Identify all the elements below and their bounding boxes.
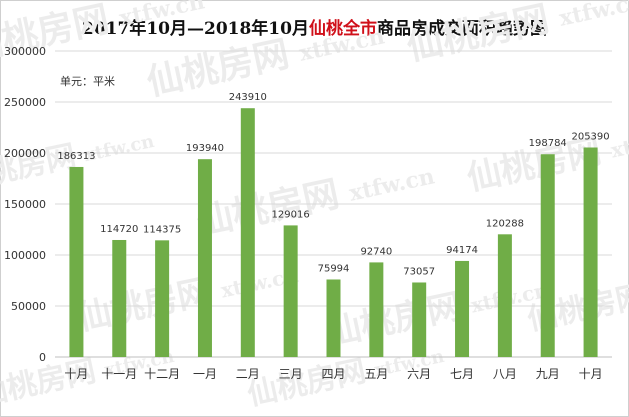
watermark-brand: 仙桃房网 [403, 0, 553, 69]
x-axis: 十月 十一月 十二月 一月 二月 三月 四月 五月 六月 七月 八月 九月 十月 [64, 367, 602, 381]
bar [540, 154, 555, 357]
bar [283, 225, 298, 357]
bar [369, 262, 384, 357]
x-tick-label: 九月 [536, 367, 560, 381]
y-axis: 0 50000 100000 150000 200000 250000 300000 [4, 45, 46, 364]
watermark-brand: 仙桃房网 [0, 354, 99, 413]
watermark-brand: 仙桃房网 [324, 286, 465, 353]
x-tick-label: 十月 [64, 367, 88, 381]
data-label: 129016 [272, 209, 310, 220]
watermark-domain: xtfw.cn [347, 163, 437, 206]
watermark-brand: 仙桃房网 [143, 33, 293, 104]
bar [583, 147, 598, 357]
title-suffix: 商品房成交面积趋势图 [376, 19, 547, 39]
data-label: 94174 [446, 245, 478, 256]
x-tick-label: 三月 [279, 367, 303, 381]
data-label: 193940 [186, 143, 224, 154]
x-tick-label: 十一月 [101, 367, 137, 381]
bars [69, 108, 598, 358]
bar [197, 159, 212, 357]
data-label: 73057 [403, 266, 435, 277]
y-tick-label: 200000 [4, 147, 46, 160]
x-tick-label: 七月 [450, 367, 474, 381]
data-label: 198784 [529, 138, 567, 149]
y-tick-label: 150000 [4, 198, 46, 211]
x-tick-label: 四月 [321, 367, 345, 381]
bar [155, 240, 170, 357]
data-label: 114375 [143, 224, 181, 235]
data-label: 92740 [360, 246, 392, 257]
x-tick-label: 八月 [493, 367, 517, 381]
y-tick-label: 100000 [4, 249, 46, 262]
y-tick-label: 250000 [4, 96, 46, 109]
bar [497, 234, 512, 357]
bar [326, 279, 341, 357]
bar [69, 166, 84, 357]
unit-label: 单元：平米 [60, 75, 115, 88]
y-tick-label: 0 [39, 351, 46, 364]
data-label: 75994 [318, 263, 350, 274]
title-prefix: 2017年10月—2018年10月 [82, 19, 309, 39]
x-tick-label: 五月 [364, 367, 388, 381]
bar [240, 108, 255, 358]
x-tick-label: 一月 [193, 367, 217, 381]
data-label: 205390 [571, 132, 609, 143]
bar [455, 260, 470, 357]
watermark-domain: xtfw.cn [117, 0, 207, 32]
x-tick-label: 十月 [579, 367, 603, 381]
watermark-brand: 仙桃房网 [193, 173, 343, 244]
watermark-domain: xtfw.cn [297, 23, 387, 66]
x-tick-label: 二月 [236, 367, 260, 381]
data-label: 186313 [57, 151, 95, 162]
data-labels: 186313 114720 114375 193940 243910 129016 7599… [57, 92, 609, 277]
watermark-domain: xtfw.cn [557, 0, 629, 32]
bar [112, 239, 127, 357]
y-tick-label: 300000 [4, 45, 46, 58]
data-label: 243910 [229, 92, 267, 103]
bar [412, 282, 427, 357]
watermark-brand: 仙桃房网 [74, 271, 215, 338]
chart-title: 2017年10月—2018年10月仙桃全市商品房成交面积趋势图 [0, 14, 629, 39]
data-label: 114720 [100, 224, 138, 235]
y-tick-label: 50000 [11, 300, 46, 313]
watermark-brand: 仙桃房网 [0, 0, 113, 69]
title-highlight: 仙桃全市 [308, 19, 377, 39]
watermark-domain: xtfw.cn [609, 123, 629, 163]
x-tick-label: 十二月 [144, 367, 180, 381]
x-tick-label: 六月 [407, 367, 431, 381]
watermark-brand: 仙桃房网 [244, 354, 369, 413]
data-label: 120288 [486, 218, 524, 229]
